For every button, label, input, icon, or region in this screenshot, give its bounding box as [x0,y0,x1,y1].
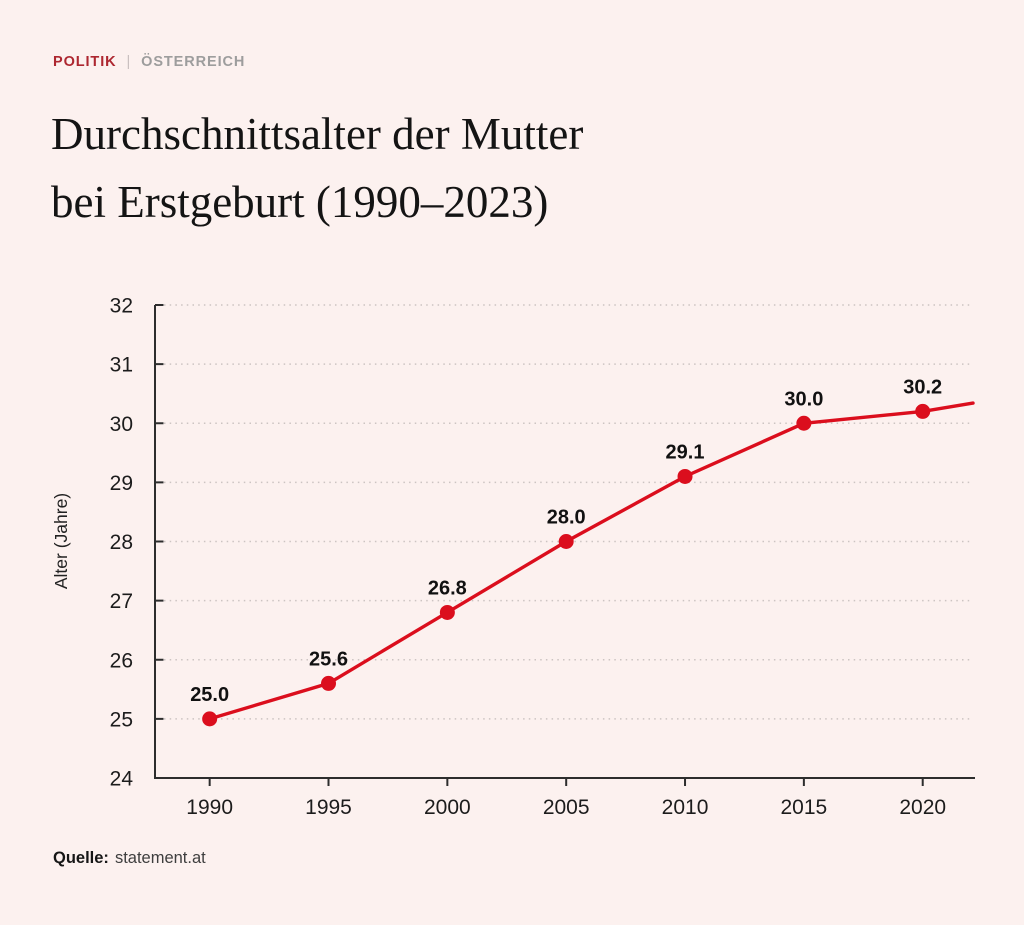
page-title-line1: Durchschnittsalter der Mutter [51,109,584,159]
data-point-label: 25.0 [190,684,229,706]
source-label: Quelle: [53,849,109,867]
data-point [796,415,812,431]
y-tick-label: 25 [110,708,133,731]
data-point-label: 25.6 [309,648,348,670]
data-point [321,675,337,691]
source-note: Quelle: statement.at [53,849,206,868]
data-point [558,534,574,549]
x-tick-label: 2010 [662,796,709,819]
kicker-separator: | [126,54,132,70]
line-chart: 24 25 26 27 28 29 30 31 32 1990 1995 2000 2005 2010 20… [0,280,1024,840]
x-tick-label: 2005 [543,796,590,819]
y-tick-label: 26 [110,649,133,672]
page-title-line2: bei Erstgeburt (1990–2023) [51,177,549,227]
breadcrumb: POLITIK | ÖSTERREICH [53,54,245,70]
y-axis-title: Alter (Jahre) [51,493,71,589]
y-tick-label: 27 [110,590,133,613]
data-point-label: 30.0 [784,388,823,410]
x-tick-label: 2015 [781,796,828,819]
x-tick-label: 1995 [305,796,352,819]
y-tick-label: 30 [110,413,133,436]
y-tick-label: 31 [110,354,133,377]
data-point [439,604,455,620]
y-tick-label: 28 [110,531,133,554]
data-point [677,468,693,484]
data-point [202,711,218,727]
kicker-region: ÖSTERREICH [141,54,246,70]
data-point-label: 26.8 [428,577,467,599]
x-tick-label: 2020 [899,796,946,819]
x-tick-label: 1990 [186,796,233,819]
data-point [915,403,931,419]
kicker-category: POLITIK [53,54,117,70]
data-point-label: 28.0 [547,507,586,529]
data-point-label: 30.2 [903,376,942,398]
data-line [208,401,975,721]
page-title: Durchschnittsalter der Mutter bei Erstge… [51,100,583,236]
data-point-label: 29.1 [666,441,705,463]
y-tick-label: 24 [110,768,134,791]
x-tick-label: 2000 [424,796,471,819]
line-chart-canvas: 24 25 26 27 28 29 30 31 32 1990 1995 2000 2005 2010 20… [51,295,975,819]
source-value: statement.at [114,849,206,867]
y-tick-label: 32 [110,295,133,318]
y-tick-label: 29 [110,472,133,495]
